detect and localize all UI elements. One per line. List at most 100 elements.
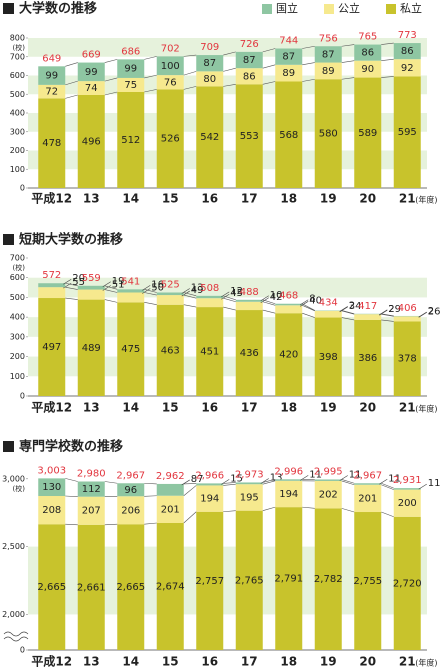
total-label: 765 — [358, 32, 377, 43]
bar-segment — [156, 495, 184, 524]
bar-segment — [354, 60, 382, 78]
total-label: 406 — [398, 303, 417, 314]
connector-line — [65, 297, 78, 300]
connector-line — [104, 481, 118, 484]
title-square — [3, 234, 14, 245]
connector-line — [183, 511, 197, 524]
bar-segment — [77, 62, 105, 82]
leader-line — [260, 295, 269, 302]
y-tick-label: 300 — [10, 332, 25, 341]
value-label: 42 — [270, 292, 283, 303]
connector-line — [262, 299, 276, 305]
value-label: 99 — [45, 71, 58, 82]
leader-line — [142, 285, 151, 291]
connector-line — [341, 44, 355, 47]
bar-segment — [117, 524, 145, 650]
bar-segment — [77, 524, 105, 650]
total-label: 525 — [161, 280, 180, 291]
bar-segment — [38, 66, 66, 85]
value-label: 26 — [428, 306, 441, 317]
bar-segment — [38, 84, 66, 99]
total-label: 2,967 — [116, 470, 145, 481]
x-unit: (年度) — [415, 404, 437, 414]
connector-line — [104, 289, 118, 293]
value-label: 497 — [42, 342, 61, 353]
total-label: 2,995 — [314, 466, 343, 477]
bar-segment — [235, 51, 263, 69]
leader-line — [339, 306, 348, 313]
connector-line — [262, 64, 276, 69]
total-label: 669 — [82, 50, 101, 61]
leader-line — [63, 278, 72, 285]
value-label: 512 — [121, 135, 140, 146]
value-label: 15 — [230, 473, 243, 484]
connector-line — [223, 482, 236, 484]
leader-line — [181, 479, 190, 486]
bar-segment — [117, 59, 145, 78]
value-label: 2,791 — [274, 574, 303, 585]
bar-segment — [235, 301, 263, 311]
bar-segment — [156, 75, 184, 90]
leader-line — [418, 483, 427, 490]
connector-line — [262, 506, 276, 511]
value-label: 92 — [401, 63, 414, 74]
bar-segment — [117, 302, 145, 396]
connector-line — [341, 480, 355, 486]
connector-line — [223, 510, 236, 513]
value-label: 87 — [322, 49, 335, 60]
connector-line — [262, 81, 276, 85]
total-label: 572 — [42, 270, 61, 281]
connector-line — [381, 482, 394, 489]
total-label: 2,980 — [77, 468, 106, 479]
connector-line — [183, 483, 197, 485]
total-label: 649 — [42, 53, 61, 64]
value-label: 90 — [361, 64, 374, 75]
x-tick-label: 13 — [83, 401, 100, 415]
value-label: 20 — [72, 273, 85, 284]
value-label: 89 — [322, 66, 335, 77]
value-label: 194 — [279, 489, 298, 500]
connector-line — [262, 479, 276, 483]
bar-segment — [393, 321, 421, 396]
value-label: 13 — [270, 472, 283, 483]
connector-line — [302, 312, 315, 318]
y-tick-label: 400 — [10, 313, 25, 322]
value-label: 200 — [398, 498, 417, 509]
y-tick-label: 700 — [10, 254, 25, 263]
total-label: 2,966 — [195, 470, 224, 481]
value-label: 378 — [398, 354, 417, 365]
bar-segment — [275, 48, 303, 65]
bar-segment — [314, 310, 342, 318]
bar-segment — [314, 62, 342, 80]
y-tick-label: 600 — [10, 71, 25, 80]
value-label: 207 — [82, 506, 101, 517]
value-label: 100 — [161, 61, 180, 72]
connector-line — [144, 495, 157, 497]
total-label: 488 — [240, 287, 259, 298]
bar-segment — [235, 84, 263, 188]
value-label: 87 — [282, 52, 295, 63]
value-label: 74 — [85, 83, 98, 94]
value-label: 86 — [243, 71, 256, 82]
total-label: 559 — [82, 273, 101, 284]
leader-line — [221, 479, 230, 485]
bar-segment — [275, 479, 303, 481]
x-tick-label: 18 — [280, 655, 297, 669]
total-label: 508 — [200, 283, 219, 294]
connector-line — [104, 299, 118, 303]
bar-segment — [196, 55, 224, 72]
leader-line — [260, 478, 269, 484]
x-tick-label: 20 — [359, 401, 376, 415]
connector-line — [381, 42, 394, 45]
bar-segment — [196, 295, 224, 299]
value-label: 45 — [230, 288, 243, 299]
leader-line — [379, 479, 388, 485]
value-label: 130 — [42, 482, 61, 493]
bar-segment — [314, 317, 342, 396]
x-tick-label: 18 — [280, 401, 297, 415]
bar-segment — [117, 496, 145, 525]
bar-segment — [38, 496, 66, 525]
value-label: 386 — [358, 353, 377, 364]
connector-line — [381, 313, 394, 317]
